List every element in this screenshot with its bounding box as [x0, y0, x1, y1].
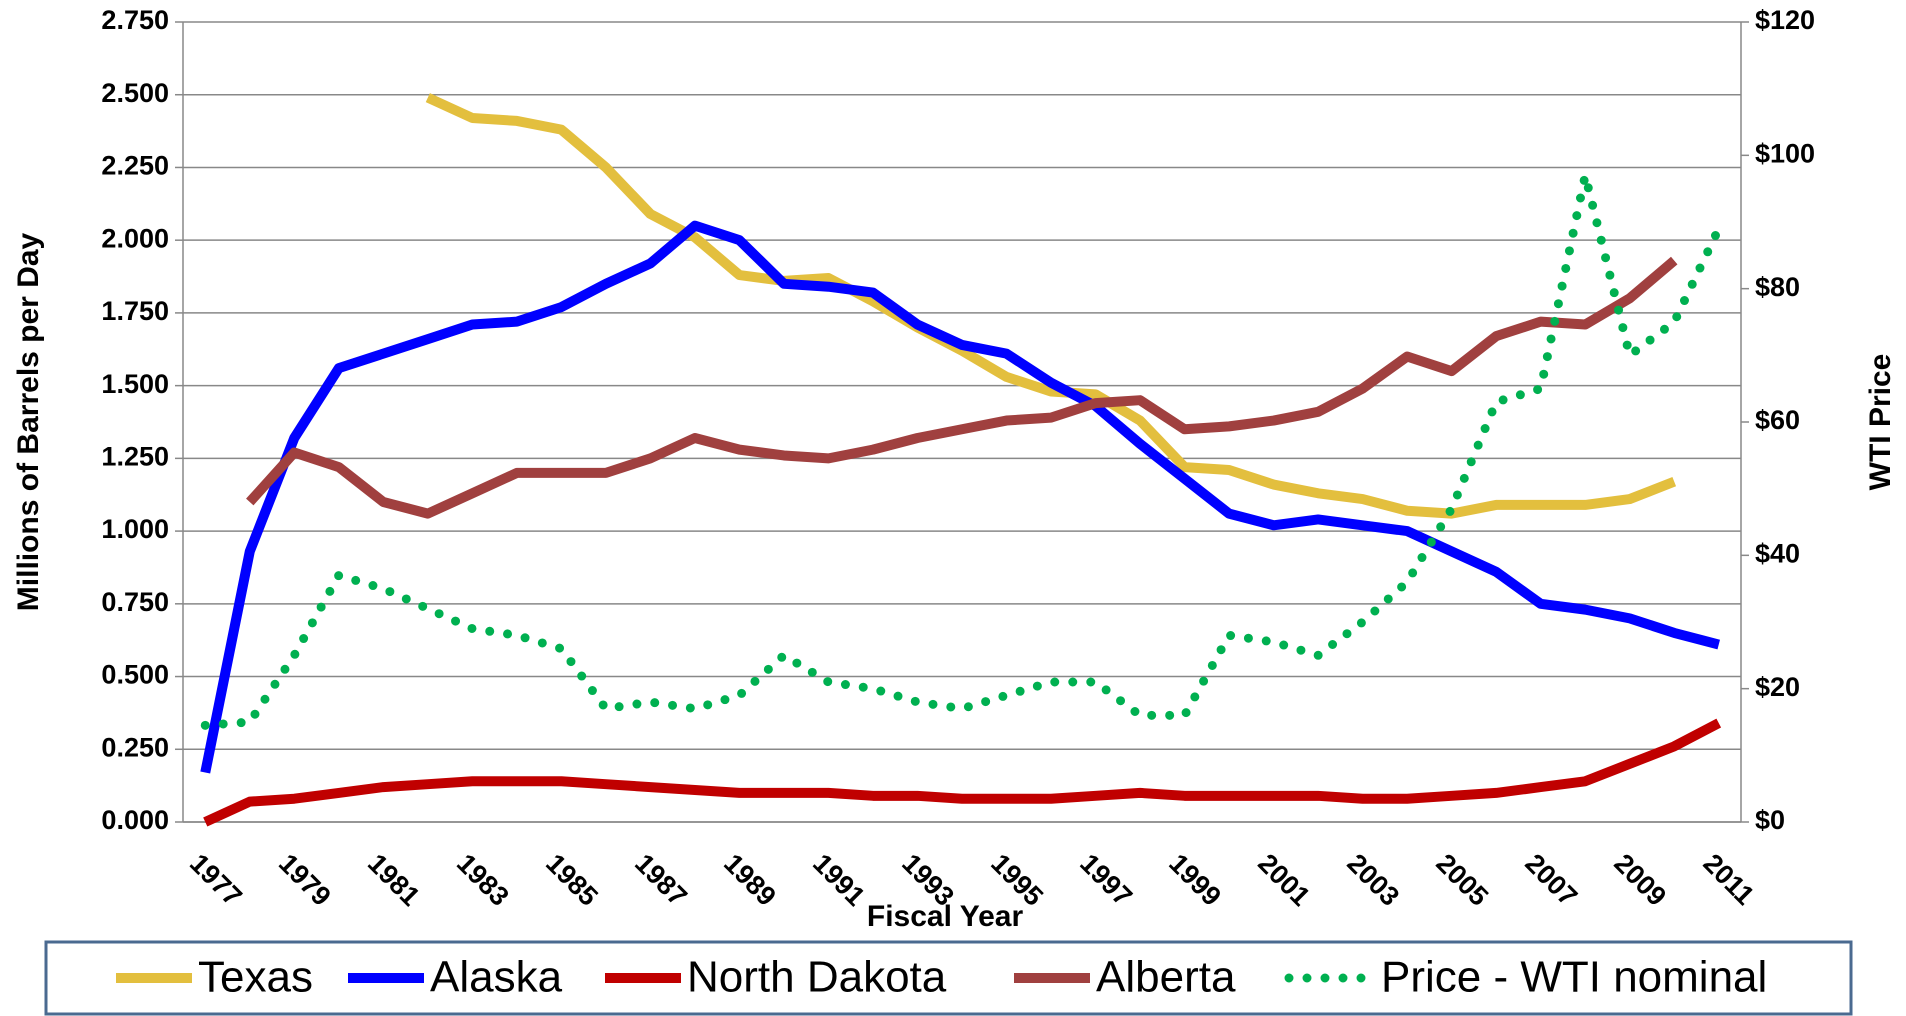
- y-tick-label: 0.500: [101, 660, 169, 690]
- legend-label: Alberta: [1096, 953, 1236, 1002]
- y2-tick-label: $20: [1755, 672, 1800, 702]
- y-axis-title: Millions of Barrels per Day: [12, 232, 45, 611]
- legend-label: North Dakota: [687, 953, 947, 1002]
- x-tick-label: 2005: [1430, 848, 1494, 912]
- y-tick-label: 1.500: [101, 369, 169, 399]
- x-tick-label: 1999: [1163, 848, 1227, 912]
- series-line: [203, 718, 1722, 827]
- y-tick-label: 1.250: [101, 441, 169, 471]
- x-tick-label: 1991: [807, 848, 871, 912]
- x-tick-label: 1977: [184, 848, 248, 912]
- y-tick-label: 1.000: [101, 514, 169, 544]
- x-tick-label: 1985: [540, 848, 604, 912]
- legend-label: Price - WTI nominal: [1381, 953, 1767, 1002]
- x-tick-label: 1981: [362, 848, 426, 912]
- y2-tick-label: $0: [1755, 805, 1785, 835]
- x-tick-label: 2003: [1341, 848, 1405, 912]
- x-tick-label: 2001: [1252, 848, 1316, 912]
- legend-box: [44, 940, 1853, 1016]
- x-tick-label: 2009: [1608, 848, 1672, 912]
- legend-label: Alaska: [430, 953, 563, 1002]
- y-tick-label: 2.500: [101, 78, 169, 108]
- y-tick-label: 2.750: [101, 5, 169, 35]
- y-tick-label: 2.250: [101, 151, 169, 181]
- x-tick-label: 1989: [718, 848, 782, 912]
- series-line: [246, 256, 1678, 519]
- y-tick-label: 0.250: [101, 732, 169, 762]
- x-tick-label: 2007: [1519, 848, 1583, 912]
- x-axis-title: Fiscal Year: [867, 900, 1024, 933]
- y-tick-label: 0.750: [101, 587, 169, 617]
- series-line: [200, 170, 1724, 730]
- series-line: [200, 220, 1721, 774]
- y-tick-label: 1.750: [101, 296, 169, 326]
- legend-label: Texas: [198, 953, 313, 1002]
- y-tick-label: 0.000: [101, 805, 169, 835]
- x-tick-label: 1983: [451, 848, 515, 912]
- series-line: [425, 93, 1677, 519]
- y2-tick-label: $40: [1755, 538, 1800, 568]
- y2-tick-label: $60: [1755, 405, 1800, 435]
- y-tick-label: 2.000: [101, 223, 169, 253]
- y2-tick-label: $100: [1755, 138, 1815, 168]
- y2-axis-title: WTI Price: [1864, 354, 1897, 491]
- x-tick-label: 1979: [273, 848, 337, 912]
- y2-tick-label: $120: [1755, 5, 1815, 35]
- x-tick-label: 1987: [629, 848, 693, 912]
- x-tick-label: 2011: [1697, 848, 1760, 911]
- y2-tick-label: $80: [1755, 272, 1800, 302]
- x-tick-label: 1997: [1074, 848, 1138, 912]
